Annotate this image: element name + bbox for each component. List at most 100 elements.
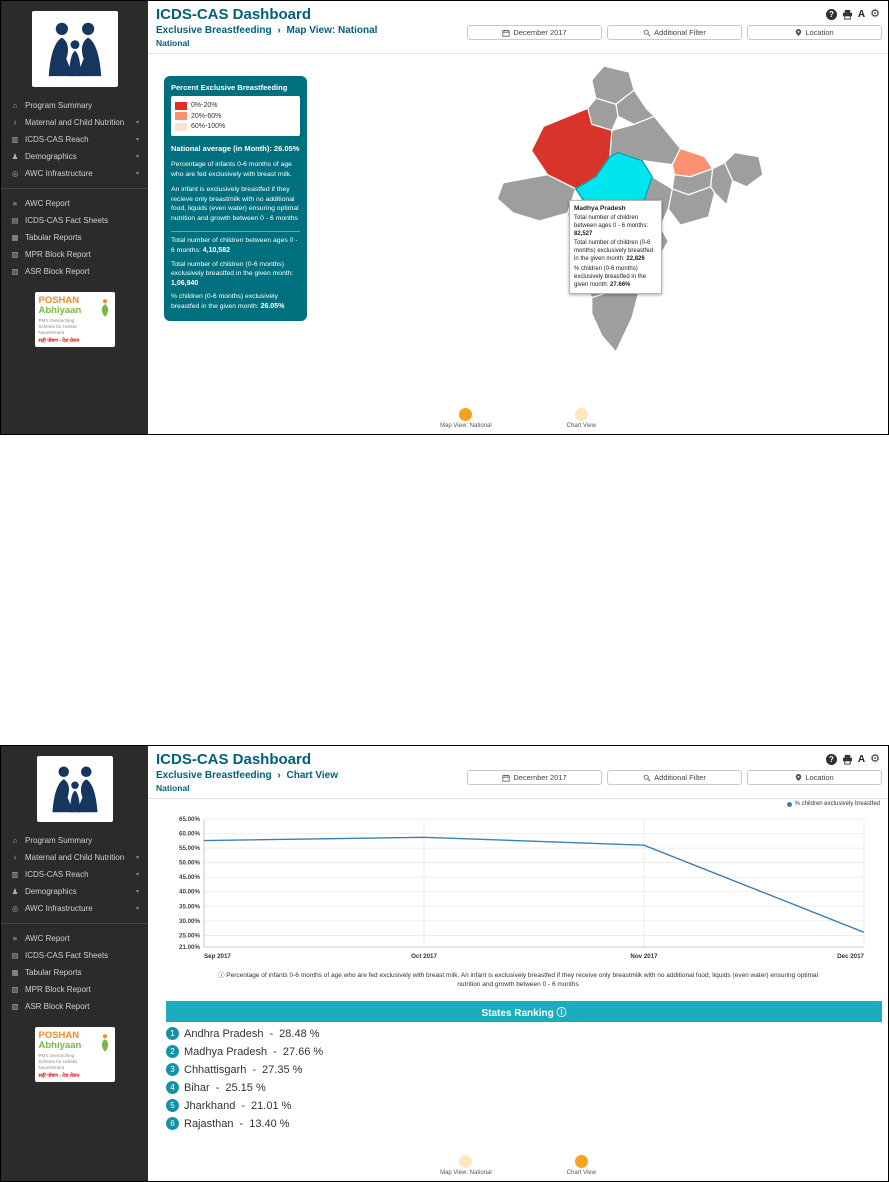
month-filter-button[interactable]: December 2017 (467, 25, 602, 40)
print-icon[interactable] (842, 754, 853, 765)
home-icon: ⌂ (12, 836, 18, 845)
table-icon: ▦ (11, 968, 19, 977)
fact-sheet-icon: ▤ (11, 951, 19, 960)
sidebar-item-icds-cas-reach[interactable]: ▥ ICDS-CAS Reach ▾ (11, 135, 139, 144)
calendar-icon (502, 29, 510, 37)
demographics-icon: ♟ (11, 887, 19, 896)
month-filter-button[interactable]: December 2017 (467, 770, 602, 785)
sidebar-item-demographics[interactable]: ♟ Demographics ▾ (11, 887, 139, 896)
chart-view-toggle[interactable]: Chart View (567, 408, 596, 429)
location-filter-button[interactable]: Location (747, 770, 882, 785)
svg-text:Nov 2017: Nov 2017 (630, 953, 658, 960)
sidebar-item-awc-infrastructure[interactable]: ◎ AWC Infrastructure ▾ (11, 169, 139, 178)
chart-view-toggle-circle[interactable] (574, 1155, 588, 1168)
sidebar-item-program-summary[interactable]: ⌂ Program Summary (1, 832, 148, 849)
infrastructure-icon: ◎ (11, 169, 19, 178)
rank-badge: 4 (166, 1081, 179, 1094)
header-divider (148, 53, 888, 54)
sidebar-item-awc-report[interactable]: ≡ AWC Report (1, 195, 148, 212)
sidebar-item-tabular-reports[interactable]: ▦ Tabular Reports (11, 233, 82, 242)
chevron-down-icon: ▾ (135, 906, 139, 912)
map-content: Percent Exclusive Breastfeeding 0%-20% 2… (148, 54, 888, 434)
page-title: ICDS-CAS Dashboard (156, 751, 312, 768)
chevron-down-icon: ▾ (135, 120, 139, 126)
help-icon[interactable]: ? (825, 9, 837, 20)
map-state-odisha[interactable] (667, 186, 716, 226)
sidebar-divider (1, 188, 148, 189)
fact-sheet-icon: ▤ (11, 216, 19, 225)
sidebar-reports-nav: ≡ AWC Report ▤ ICDS-CAS Fact Sheets ▦ Ta… (1, 195, 148, 280)
sidebar-item-fact-sheets[interactable]: ▤ ICDS-CAS Fact Sheets (11, 951, 109, 960)
sidebar-item-icds-cas-reach[interactable]: ▥ ICDS-CAS Reach ▾ (11, 870, 139, 879)
sidebar-reports-nav: ≡ AWC Report ▤ ICDS-CAS Fact Sheets ▦ Ta… (1, 930, 148, 1015)
states-ranking-section: States Ranking ⓘ 1 Andhra Pradesh - 28.4… (166, 1001, 882, 1130)
additional-filter-button[interactable]: Additional Filter (607, 770, 742, 785)
breadcrumb-section[interactable]: Exclusive Breastfeeding (156, 770, 272, 781)
settings-gear-icon[interactable]: ⚙ (870, 8, 880, 20)
poshan-abhiyaan-logo: POSHAN Abhiyaan PM's Overarching Scheme … (34, 1027, 115, 1083)
sidebar-item-mpr-block-report[interactable]: ▨ MPR Block Report (11, 250, 91, 259)
sidebar-item-maternal-child-nutrition[interactable]: ♀ Maternal and Child Nutrition ▾ (1, 849, 148, 866)
map-view-toggle[interactable]: Map View: National (440, 408, 492, 429)
search-icon (643, 774, 651, 781)
sidebar-item-awc-infrastructure[interactable]: ◎ AWC Infrastructure ▾ (11, 904, 139, 913)
sidebar-item-asr-block-report[interactable]: ▧ ASR Block Report (11, 267, 90, 276)
map-tooltip: Madhya Pradesh Total number of children … (569, 200, 662, 294)
print-icon[interactable] (842, 9, 853, 20)
font-size-icon[interactable]: A (857, 754, 866, 765)
rank-state-name: Chhattisgarh (184, 1063, 247, 1076)
chart-view-toggle-circle[interactable] (574, 408, 588, 421)
family-logo-icon (52, 766, 97, 813)
settings-gear-icon[interactable]: ⚙ (870, 753, 880, 765)
breadcrumb-section[interactable]: Exclusive Breastfeeding (156, 25, 272, 36)
map-view-toggle-circle[interactable] (459, 1155, 473, 1168)
rank-value: 13.40 % (249, 1117, 290, 1130)
sidebar-item-mpr-block-report[interactable]: ▨ MPR Block Report (11, 985, 91, 994)
rank-separator: - (269, 1027, 274, 1040)
sidebar-item-demographics[interactable]: ♟ Demographics ▾ (11, 152, 139, 161)
states-ranking-header: States Ranking ⓘ (166, 1001, 882, 1022)
table-icon: ▦ (11, 233, 19, 242)
main-area: ICDS-CAS Dashboard ? A ⚙ Exclusive Breas… (148, 746, 888, 1181)
states-ranking-list: 1 Andhra Pradesh - 28.48 % 2 Madhya Prad… (166, 1027, 882, 1130)
sidebar-item-fact-sheets[interactable]: ▤ ICDS-CAS Fact Sheets (11, 216, 109, 225)
sidebar: ⌂ Program Summary ♀ Maternal and Child N… (1, 746, 148, 1181)
legend-separator (171, 231, 300, 233)
map-view-toggle[interactable]: Map View: National (440, 1155, 492, 1176)
location-filter-button[interactable]: Location (747, 25, 882, 40)
sidebar-item-maternal-child-nutrition[interactable]: ♀ Maternal and Child Nutrition ▾ (1, 114, 148, 131)
sidebar-item-program-summary[interactable]: ⌂ Program Summary (1, 97, 148, 114)
sidebar-divider (1, 923, 148, 924)
filter-bar: December 2017 Additional Filter Location (467, 770, 882, 785)
ranking-row: 4 Bihar - 25.15 % (166, 1081, 882, 1094)
sidebar-primary-nav: ⌂ Program Summary ♀ Maternal and Child N… (1, 832, 148, 917)
svg-text:60.00%: 60.00% (179, 831, 200, 838)
help-icon[interactable]: ? (825, 754, 837, 765)
chevron-down-icon: ▾ (135, 137, 139, 143)
asr-report-icon: ▧ (11, 1002, 19, 1011)
chart-view-toggle[interactable]: Chart View (567, 1155, 596, 1176)
map-state-northeast[interactable] (723, 151, 764, 188)
poshan-leaf-figure-icon (101, 299, 108, 317)
rank-state-name: Madhya Pradesh (184, 1045, 268, 1058)
legend-stats: Total number of children between ages 0 … (171, 236, 300, 311)
sidebar-item-tabular-reports[interactable]: ▦ Tabular Reports (11, 968, 82, 977)
sidebar-item-awc-report[interactable]: ≡ AWC Report (1, 930, 148, 947)
sidebar-primary-nav: ⌂ Program Summary ♀ Maternal and Child N… (1, 97, 148, 182)
chevron-down-icon: ▾ (135, 171, 139, 177)
legend-color-chip (175, 112, 187, 120)
info-icon: ⓘ (556, 1008, 567, 1019)
chevron-down-icon: ▾ (135, 889, 139, 895)
breadcrumb-separator-icon: › (277, 770, 281, 781)
font-size-icon[interactable]: A (857, 9, 866, 20)
reach-chart-icon: ▥ (11, 135, 19, 144)
breadcrumb-separator-icon: › (277, 25, 281, 36)
additional-filter-button[interactable]: Additional Filter (607, 25, 742, 40)
map-state-gujarat[interactable] (496, 174, 577, 222)
sidebar-item-asr-block-report[interactable]: ▧ ASR Block Report (11, 1002, 90, 1011)
demographics-icon: ♟ (11, 152, 19, 161)
map-view-toggle-circle[interactable] (459, 408, 473, 421)
header-icons: ? A ⚙ (825, 753, 880, 765)
filter-bar: December 2017 Additional Filter Location (467, 25, 882, 40)
poshan-leaf-figure-icon (101, 1034, 108, 1052)
